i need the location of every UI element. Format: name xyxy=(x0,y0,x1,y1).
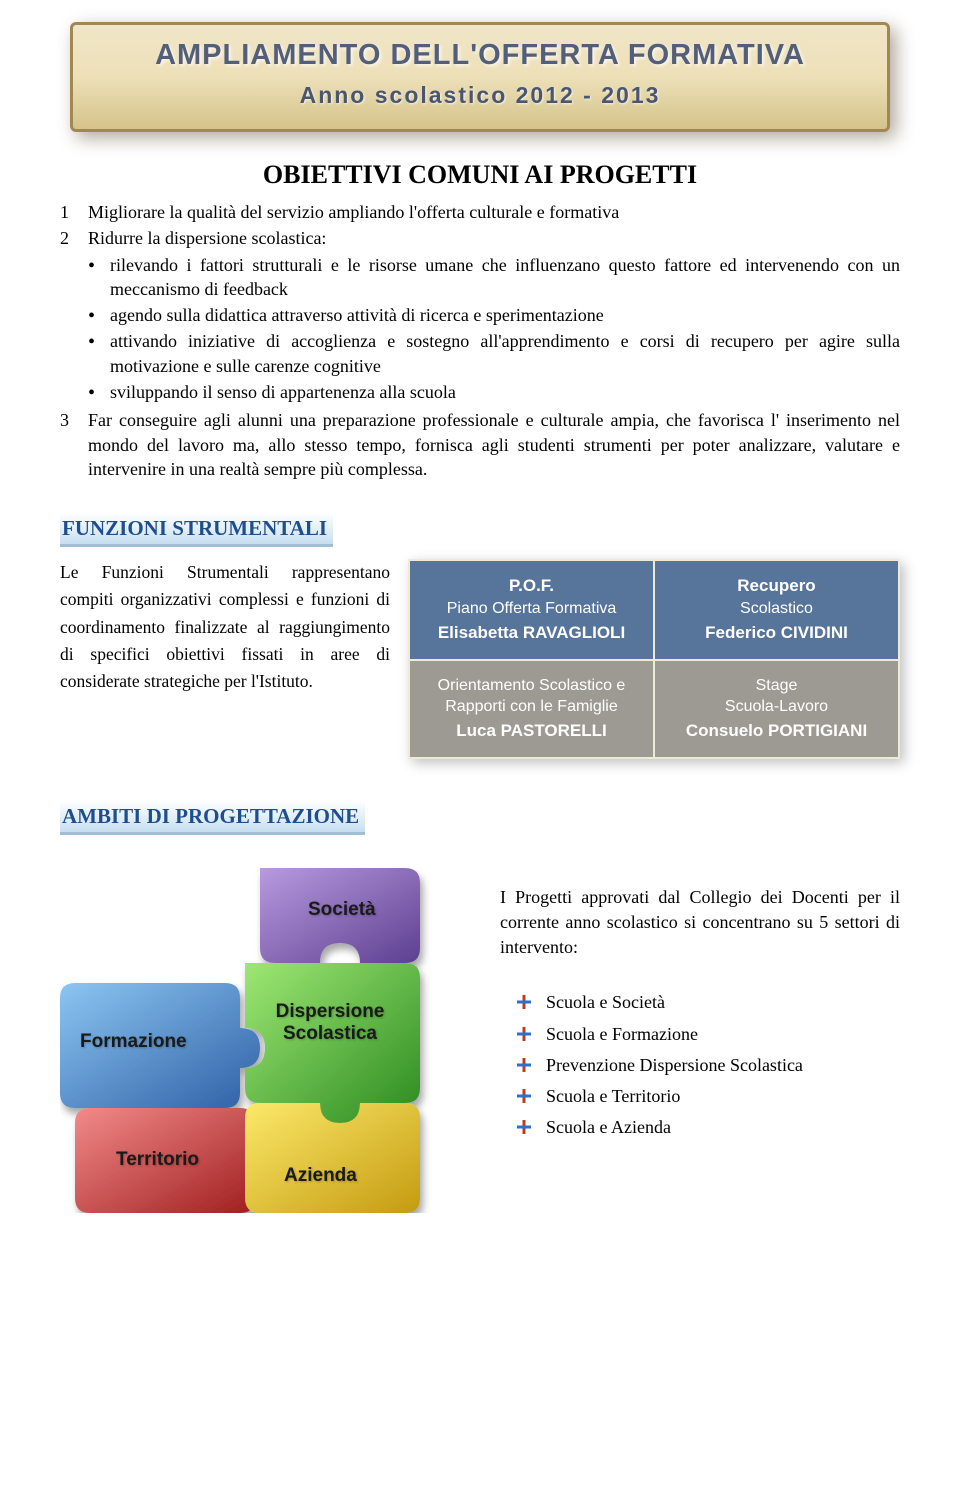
puzzle-label-dispersione: Dispersione Scolastica xyxy=(260,1001,400,1045)
funzioni-block: Le Funzioni Strumentali rappresentano co… xyxy=(60,559,900,759)
settore-label: Scuola e Territorio xyxy=(546,1086,680,1106)
obiettivi-bullets: rilevando i fattori strutturali e le ris… xyxy=(88,253,900,405)
obiettivi-num: 2 xyxy=(60,226,88,406)
funzioni-heading: FUNZIONI STRUMENTALI xyxy=(60,513,333,547)
cell-line: Elisabetta RAVAGLIOLI xyxy=(428,622,635,645)
obiettivi-item: 1 Migliorare la qualità del servizio amp… xyxy=(60,200,900,224)
obiettivi-lead: Ridurre la dispersione scolastica: xyxy=(88,228,326,248)
cell-line: Recupero xyxy=(673,575,880,598)
ambiti-block: Società Formazione Dispersione Scolastic… xyxy=(60,853,900,1213)
puzzle-label-societa: Società xyxy=(308,899,376,921)
ambiti-text: I Progetti approvati dal Collegio dei Do… xyxy=(500,853,900,1147)
obiettivi-heading: OBIETTIVI COMUNI AI PROGETTI xyxy=(60,160,900,190)
funzioni-cell: P.O.F. Piano Offerta Formativa Elisabett… xyxy=(409,560,654,659)
cell-line: Luca PASTORELLI xyxy=(428,720,635,743)
cross-bullet-icon xyxy=(516,994,532,1010)
ambiti-intro: I Progetti approvati dal Collegio dei Do… xyxy=(500,885,900,961)
cell-line: Stage xyxy=(673,675,880,697)
funzioni-cell: Stage Scuola-Lavoro Consuelo PORTIGIANI xyxy=(654,660,899,758)
obiettivi-item: 3 Far conseguire agli alunni una prepara… xyxy=(60,408,900,481)
obiettivi-list: 1 Migliorare la qualità del servizio amp… xyxy=(60,200,900,481)
obiettivi-num: 1 xyxy=(60,200,88,224)
obiettivi-num: 3 xyxy=(60,408,88,481)
cell-line: Piano Offerta Formativa xyxy=(428,598,635,620)
obiettivi-text: Migliorare la qualità del servizio ampli… xyxy=(88,200,900,224)
settore-label: Scuola e Formazione xyxy=(546,1024,698,1044)
cell-line: Scuola-Lavoro xyxy=(673,696,880,718)
header-subtitle: Anno scolastico 2012 - 2013 xyxy=(103,82,857,109)
settore-item: Prevenzione Dispersione Scolastica xyxy=(546,1053,900,1078)
header-title: AMPLIAMENTO DELL'OFFERTA FORMATIVA xyxy=(103,39,857,72)
cross-bullet-icon xyxy=(516,1119,532,1135)
settore-item: Scuola e Azienda xyxy=(546,1115,900,1140)
obiettivi-bullet: sviluppando il senso di appartenenza all… xyxy=(110,380,900,404)
settore-item: Scuola e Società xyxy=(546,990,900,1015)
cell-line: Scolastico xyxy=(673,598,880,620)
puzzle-diagram: Società Formazione Dispersione Scolastic… xyxy=(60,853,470,1213)
settore-item: Scuola e Territorio xyxy=(546,1084,900,1109)
settori-list: Scuola e Società Scuola e Formazione Pre… xyxy=(500,990,900,1140)
obiettivi-bullet: rilevando i fattori strutturali e le ris… xyxy=(110,253,900,302)
header-banner: AMPLIAMENTO DELL'OFFERTA FORMATIVA Anno … xyxy=(70,22,890,132)
cell-line: Consuelo PORTIGIANI xyxy=(673,720,880,743)
cell-line: P.O.F. xyxy=(428,575,635,598)
settore-item: Scuola e Formazione xyxy=(546,1022,900,1047)
puzzle-label-azienda: Azienda xyxy=(284,1165,357,1187)
settore-label: Prevenzione Dispersione Scolastica xyxy=(546,1055,803,1075)
funzioni-text: Le Funzioni Strumentali rappresentano co… xyxy=(60,559,390,695)
cross-bullet-icon xyxy=(516,1026,532,1042)
puzzle-label-formazione: Formazione xyxy=(80,1031,187,1053)
obiettivi-item: 2 Ridurre la dispersione scolastica: ril… xyxy=(60,226,900,406)
funzioni-cell: Recupero Scolastico Federico CIVIDINI xyxy=(654,560,899,659)
funzioni-cell: Orientamento Scolastico e Rapporti con l… xyxy=(409,660,654,758)
funzioni-table: P.O.F. Piano Offerta Formativa Elisabett… xyxy=(408,559,900,759)
cell-line: Orientamento Scolastico e xyxy=(428,675,635,697)
puzzle-label-territorio: Territorio xyxy=(116,1149,199,1171)
settore-label: Scuola e Azienda xyxy=(546,1117,671,1137)
obiettivi-bullet: agendo sulla didattica attraverso attivi… xyxy=(110,303,900,327)
settore-label: Scuola e Società xyxy=(546,992,665,1012)
ambiti-heading: AMBITI DI PROGETTAZIONE xyxy=(60,801,365,835)
obiettivi-bullet: attivando iniziative di accoglienza e so… xyxy=(110,329,900,378)
obiettivi-text: Far conseguire agli alunni una preparazi… xyxy=(88,408,900,481)
cell-line: Rapporti con le Famiglie xyxy=(428,696,635,718)
obiettivi-text: Ridurre la dispersione scolastica: rilev… xyxy=(88,226,900,406)
cell-line: Federico CIVIDINI xyxy=(673,622,880,645)
cross-bullet-icon xyxy=(516,1088,532,1104)
cross-bullet-icon xyxy=(516,1057,532,1073)
